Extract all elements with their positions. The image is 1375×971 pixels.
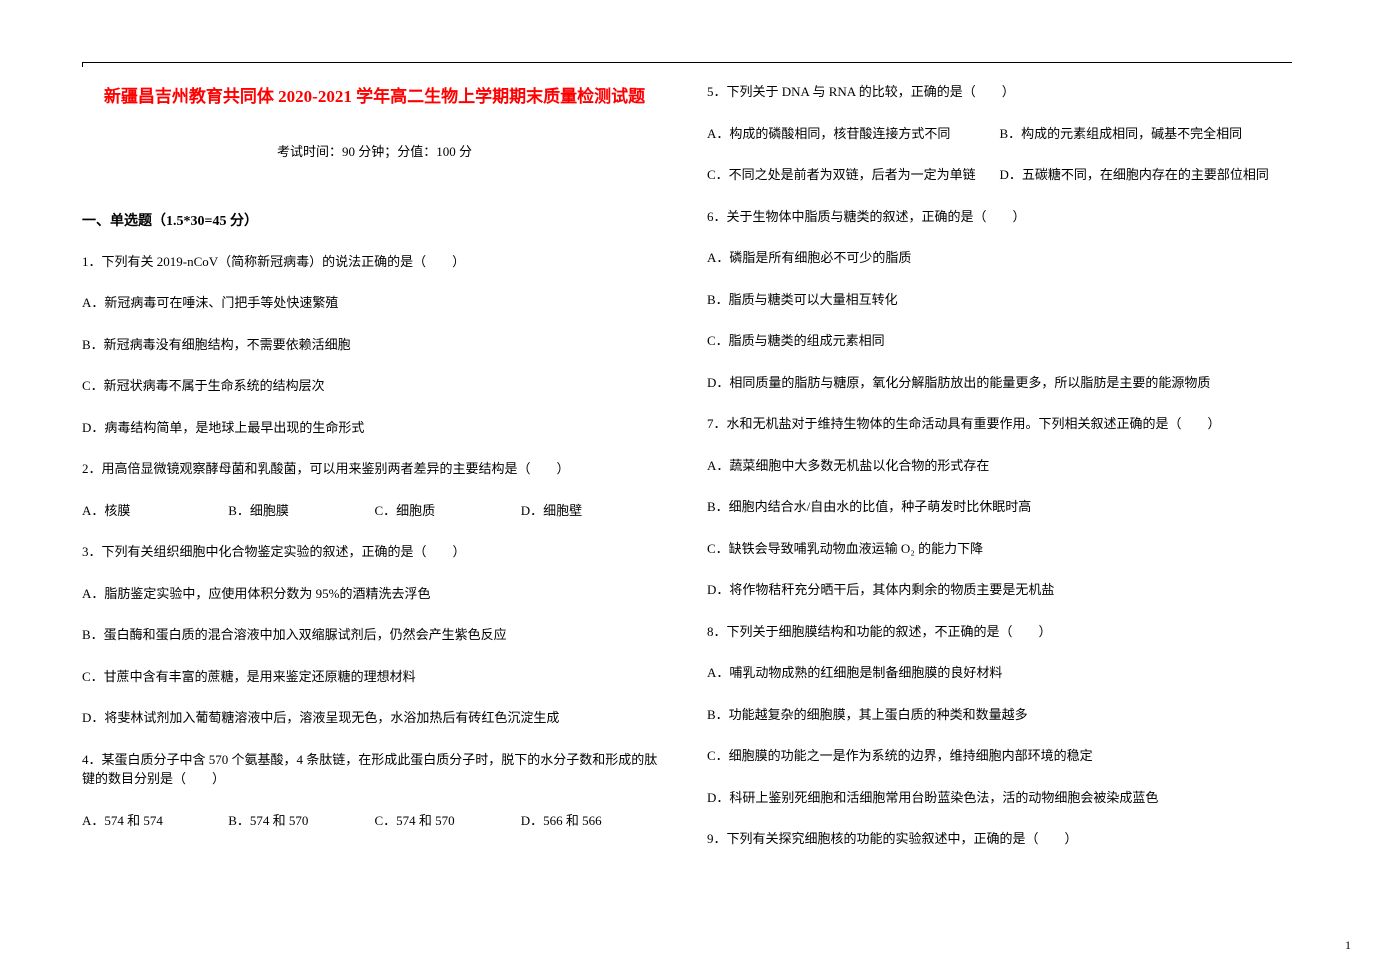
- question-options: A．574 和 574 B．574 和 570 C．574 和 570 D．56…: [82, 811, 667, 831]
- exam-info: 考试时间：90 分钟；分值：100 分: [82, 141, 667, 160]
- question-stem: 6．关于生物体中脂质与糖类的叙述，正确的是（ ）: [707, 207, 1292, 227]
- option-b: B．蛋白酶和蛋白质的混合溶液中加入双缩脲试剂后，仍然会产生紫色反应: [82, 625, 667, 645]
- question-number: 8．: [707, 624, 727, 639]
- question-stem: 2．用高倍显微镜观察酵母菌和乳酸菌，可以用来鉴别两者差异的主要结构是（ ）: [82, 459, 667, 479]
- option-c: C．574 和 570: [375, 811, 521, 831]
- option-a: A．574 和 574: [82, 811, 228, 831]
- question-options: A．蔬菜细胞中大多数无机盐以化合物的形式存在 B．细胞内结合水/自由水的比值，种…: [707, 456, 1292, 600]
- question-7: 7．水和无机盐对于维持生物体的生命活动具有重要作用。下列相关叙述正确的是（ ） …: [707, 414, 1292, 600]
- question-text: 下列关于 DNA 与 RNA 的比较，正确的是（ ）: [727, 84, 1015, 99]
- question-stem: 4．某蛋白质分子中含 570 个氨基酸，4 条肽链，在形成此蛋白质分子时，脱下的…: [82, 750, 667, 789]
- question-2: 2．用高倍显微镜观察酵母菌和乳酸菌，可以用来鉴别两者差异的主要结构是（ ） A．…: [82, 459, 667, 520]
- question-stem: 9．下列有关探究细胞核的功能的实验叙述中，正确的是（ ）: [707, 829, 1292, 849]
- question-number: 3．: [82, 544, 102, 559]
- question-text: 水和无机盐对于维持生物体的生命活动具有重要作用。下列相关叙述正确的是（ ）: [727, 416, 1221, 431]
- question-options: A．新冠病毒可在唾沫、门把手等处快速繁殖 B．新冠病毒没有细胞结构，不需要依赖活…: [82, 293, 667, 437]
- option-d: D．五碳糖不同，在细胞内存在的主要部位相同: [1000, 165, 1293, 185]
- question-5: 5．下列关于 DNA 与 RNA 的比较，正确的是（ ） A．构成的磷酸相同，核…: [707, 82, 1292, 185]
- question-number: 2．: [82, 461, 102, 476]
- top-rule: [82, 62, 1292, 63]
- question-text: 关于生物体中脂质与糖类的叙述，正确的是（ ）: [727, 209, 1026, 224]
- option-c: C．缺铁会导致哺乳动物血液运输 O₂ 的能力下降: [707, 539, 1292, 559]
- option-d: D．将作物秸秆充分晒干后，其体内剩余的物质主要是无机盐: [707, 580, 1292, 600]
- question-number: 9．: [707, 831, 727, 846]
- question-text: 用高倍显微镜观察酵母菌和乳酸菌，可以用来鉴别两者差异的主要结构是（ ）: [102, 461, 570, 476]
- option-c: C．新冠状病毒不属于生命系统的结构层次: [82, 376, 667, 396]
- option-b: B．功能越复杂的细胞膜，其上蛋白质的种类和数量越多: [707, 705, 1292, 725]
- option-b: B．细胞内结合水/自由水的比值，种子萌发时比休眠时高: [707, 497, 1292, 517]
- question-number: 7．: [707, 416, 727, 431]
- option-a: A．哺乳动物成熟的红细胞是制备细胞膜的良好材料: [707, 663, 1292, 683]
- option-d: D．566 和 566: [521, 811, 667, 831]
- question-9: 9．下列有关探究细胞核的功能的实验叙述中，正确的是（ ）: [707, 829, 1292, 849]
- question-options: A．核膜 B．细胞膜 C．细胞质 D．细胞壁: [82, 501, 667, 521]
- question-number: 6．: [707, 209, 727, 224]
- question-text: 下列有关 2019-nCoV（简称新冠病毒）的说法正确的是（ ）: [102, 254, 466, 269]
- option-d: D．病毒结构简单，是地球上最早出现的生命形式: [82, 418, 667, 438]
- option-c: C．不同之处是前者为双链，后者为一定为单链: [707, 165, 1000, 185]
- page-number: 1: [1345, 938, 1351, 953]
- option-c: C．细胞膜的功能之一是作为系统的边界，维持细胞内部环境的稳定: [707, 746, 1292, 766]
- question-text: 某蛋白质分子中含 570 个氨基酸，4 条肽链，在形成此蛋白质分子时，脱下的水分…: [82, 752, 657, 787]
- question-stem: 5．下列关于 DNA 与 RNA 的比较，正确的是（ ）: [707, 82, 1292, 102]
- question-options: A．脂肪鉴定实验中，应使用体积分数为 95%的酒精洗去浮色 B．蛋白酶和蛋白质的…: [82, 584, 667, 728]
- question-3: 3．下列有关组织细胞中化合物鉴定实验的叙述，正确的是（ ） A．脂肪鉴定实验中，…: [82, 542, 667, 728]
- option-a: A．磷脂是所有细胞必不可少的脂质: [707, 248, 1292, 268]
- option-d: D．相同质量的脂肪与糖原，氧化分解脂肪放出的能量更多，所以脂肪是主要的能源物质: [707, 373, 1292, 393]
- question-8: 8．下列关于细胞膜结构和功能的叙述，不正确的是（ ） A．哺乳动物成熟的红细胞是…: [707, 622, 1292, 808]
- option-d: D．科研上鉴别死细胞和活细胞常用台盼蓝染色法，活的动物细胞会被染成蓝色: [707, 788, 1292, 808]
- option-d: D．将斐林试剂加入葡萄糖溶液中后，溶液呈现无色，水浴加热后有砖红色沉淀生成: [82, 708, 667, 728]
- content-columns: 新疆昌吉州教育共同体 2020-2021 学年高二生物上学期期末质量检测试题 考…: [82, 82, 1292, 871]
- question-options: A．磷脂是所有细胞必不可少的脂质 B．脂质与糖类可以大量相互转化 C．脂质与糖类…: [707, 248, 1292, 392]
- top-tick: [82, 62, 83, 67]
- column-left: 新疆昌吉州教育共同体 2020-2021 学年高二生物上学期期末质量检测试题 考…: [82, 82, 667, 871]
- question-stem: 8．下列关于细胞膜结构和功能的叙述，不正确的是（ ）: [707, 622, 1292, 642]
- column-right: 5．下列关于 DNA 与 RNA 的比较，正确的是（ ） A．构成的磷酸相同，核…: [707, 82, 1292, 871]
- question-stem: 1．下列有关 2019-nCoV（简称新冠病毒）的说法正确的是（ ）: [82, 252, 667, 272]
- exam-title: 新疆昌吉州教育共同体 2020-2021 学年高二生物上学期期末质量检测试题: [82, 82, 667, 113]
- question-1: 1．下列有关 2019-nCoV（简称新冠病毒）的说法正确的是（ ） A．新冠病…: [82, 252, 667, 438]
- question-text: 下列关于细胞膜结构和功能的叙述，不正确的是（ ）: [727, 624, 1052, 639]
- option-a: A．蔬菜细胞中大多数无机盐以化合物的形式存在: [707, 456, 1292, 476]
- option-a: A．构成的磷酸相同，核苷酸连接方式不同: [707, 124, 1000, 144]
- question-6: 6．关于生物体中脂质与糖类的叙述，正确的是（ ） A．磷脂是所有细胞必不可少的脂…: [707, 207, 1292, 393]
- question-4: 4．某蛋白质分子中含 570 个氨基酸，4 条肽链，在形成此蛋白质分子时，脱下的…: [82, 750, 667, 831]
- option-a: A．核膜: [82, 501, 228, 521]
- question-text: 下列有关探究细胞核的功能的实验叙述中，正确的是（ ）: [727, 831, 1078, 846]
- option-b: B．脂质与糖类可以大量相互转化: [707, 290, 1292, 310]
- question-number: 5．: [707, 84, 727, 99]
- section-heading: 一、单选题（1.5*30=45 分）: [82, 210, 667, 230]
- question-options: A．哺乳动物成熟的红细胞是制备细胞膜的良好材料 B．功能越复杂的细胞膜，其上蛋白…: [707, 663, 1292, 807]
- option-c: C．甘蔗中含有丰富的蔗糖，是用来鉴定还原糖的理想材料: [82, 667, 667, 687]
- option-b: B．构成的元素组成相同，碱基不完全相同: [1000, 124, 1293, 144]
- question-number: 4．: [82, 752, 102, 767]
- option-c: C．细胞质: [375, 501, 521, 521]
- question-stem: 3．下列有关组织细胞中化合物鉴定实验的叙述，正确的是（ ）: [82, 542, 667, 562]
- option-a: A．脂肪鉴定实验中，应使用体积分数为 95%的酒精洗去浮色: [82, 584, 667, 604]
- question-stem: 7．水和无机盐对于维持生物体的生命活动具有重要作用。下列相关叙述正确的是（ ）: [707, 414, 1292, 434]
- option-a: A．新冠病毒可在唾沫、门把手等处快速繁殖: [82, 293, 667, 313]
- question-options: A．构成的磷酸相同，核苷酸连接方式不同 B．构成的元素组成相同，碱基不完全相同 …: [707, 124, 1292, 185]
- question-text: 下列有关组织细胞中化合物鉴定实验的叙述，正确的是（ ）: [102, 544, 466, 559]
- option-c: C．脂质与糖类的组成元素相同: [707, 331, 1292, 351]
- option-b: B．新冠病毒没有细胞结构，不需要依赖活细胞: [82, 335, 667, 355]
- option-b: B．574 和 570: [228, 811, 374, 831]
- option-b: B．细胞膜: [228, 501, 374, 521]
- question-number: 1．: [82, 254, 102, 269]
- option-d: D．细胞壁: [521, 501, 667, 521]
